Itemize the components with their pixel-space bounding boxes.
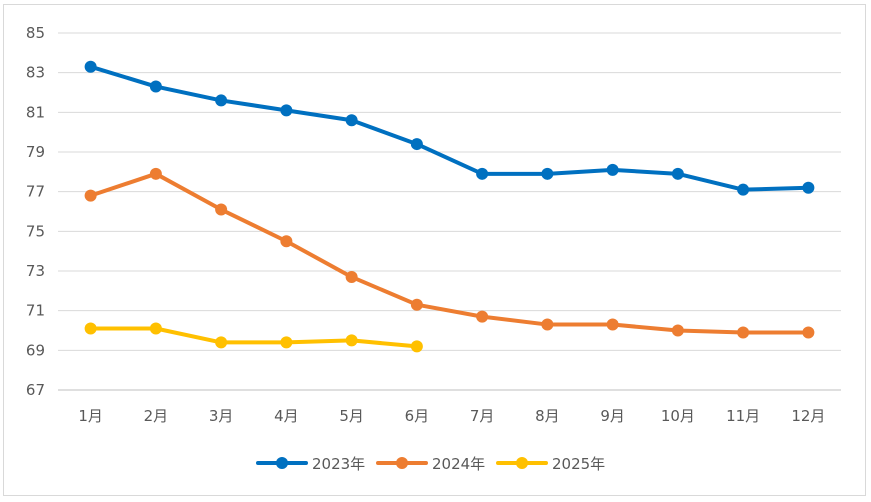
data-point[interactable] (215, 203, 228, 216)
x-tick-label: 11月 (726, 407, 760, 425)
legend: 2023年 2024年 2025年 (256, 455, 605, 473)
data-point[interactable] (410, 340, 423, 353)
legend-item[interactable]: 2024年 (376, 455, 485, 473)
series-2025年 (84, 322, 423, 353)
series-line (88, 326, 419, 349)
data-point[interactable] (541, 318, 554, 331)
x-tick-label: 9月 (600, 407, 625, 425)
x-tick-label: 8月 (535, 407, 560, 425)
data-point[interactable] (84, 322, 97, 335)
legend-label: 2024年 (432, 455, 485, 473)
legend-swatch-marker (276, 457, 288, 469)
legend-item[interactable]: 2023年 (256, 455, 365, 473)
data-point[interactable] (802, 181, 815, 194)
data-point[interactable] (671, 324, 684, 337)
data-point[interactable] (476, 310, 489, 323)
x-tick-label: 10月 (661, 407, 695, 425)
data-point[interactable] (280, 235, 293, 248)
series-2024年 (84, 167, 815, 339)
chart-frame (3, 4, 866, 496)
series-lines (84, 60, 815, 353)
data-point[interactable] (737, 183, 750, 196)
y-axis-ticks: 67 69 71 73 75 77 79 81 83 85 (26, 24, 45, 399)
data-point[interactable] (149, 167, 162, 180)
data-point[interactable] (215, 94, 228, 107)
data-point[interactable] (84, 189, 97, 202)
x-tick-label: 6月 (405, 407, 430, 425)
x-tick-label: 4月 (274, 407, 299, 425)
legend-swatch-marker (396, 457, 408, 469)
x-axis-ticks: 1月 2月 3月 4月 5月 6月 7月 8月 9月 10月 11月 12月 (78, 407, 825, 425)
data-point[interactable] (541, 167, 554, 180)
legend-label: 2023年 (312, 455, 365, 473)
y-tick-label: 71 (26, 302, 45, 320)
data-point[interactable] (149, 80, 162, 93)
data-point[interactable] (671, 167, 684, 180)
series-line (88, 171, 811, 335)
legend-item[interactable]: 2025年 (496, 455, 605, 473)
data-point[interactable] (737, 326, 750, 339)
y-tick-label: 85 (26, 24, 45, 42)
y-tick-label: 67 (26, 381, 45, 399)
y-tick-label: 69 (26, 341, 45, 359)
y-tick-label: 79 (26, 143, 45, 161)
x-tick-label: 12月 (791, 407, 825, 425)
data-point[interactable] (280, 104, 293, 117)
legend-label: 2025年 (552, 455, 605, 473)
data-point[interactable] (215, 336, 228, 349)
data-point[interactable] (280, 336, 293, 349)
data-point[interactable] (802, 326, 815, 339)
series-2023年 (84, 60, 815, 196)
y-tick-label: 83 (26, 64, 45, 82)
data-point[interactable] (606, 318, 619, 331)
data-point[interactable] (149, 322, 162, 335)
data-point[interactable] (410, 138, 423, 151)
data-point[interactable] (606, 163, 619, 176)
data-point[interactable] (476, 167, 489, 180)
x-tick-label: 7月 (470, 407, 495, 425)
data-point[interactable] (345, 334, 358, 347)
data-point[interactable] (345, 114, 358, 127)
x-tick-label: 2月 (144, 407, 169, 425)
x-tick-label: 3月 (209, 407, 234, 425)
gridlines (58, 32, 841, 391)
legend-swatch-marker (516, 457, 528, 469)
data-point[interactable] (410, 298, 423, 311)
x-tick-label: 5月 (339, 407, 364, 425)
series-line (88, 64, 811, 192)
y-tick-label: 75 (26, 222, 45, 240)
y-tick-label: 81 (26, 103, 45, 121)
data-point[interactable] (345, 270, 358, 283)
y-tick-label: 73 (26, 262, 45, 280)
data-point[interactable] (84, 60, 97, 73)
x-tick-label: 1月 (78, 407, 103, 425)
y-tick-label: 77 (26, 183, 45, 201)
